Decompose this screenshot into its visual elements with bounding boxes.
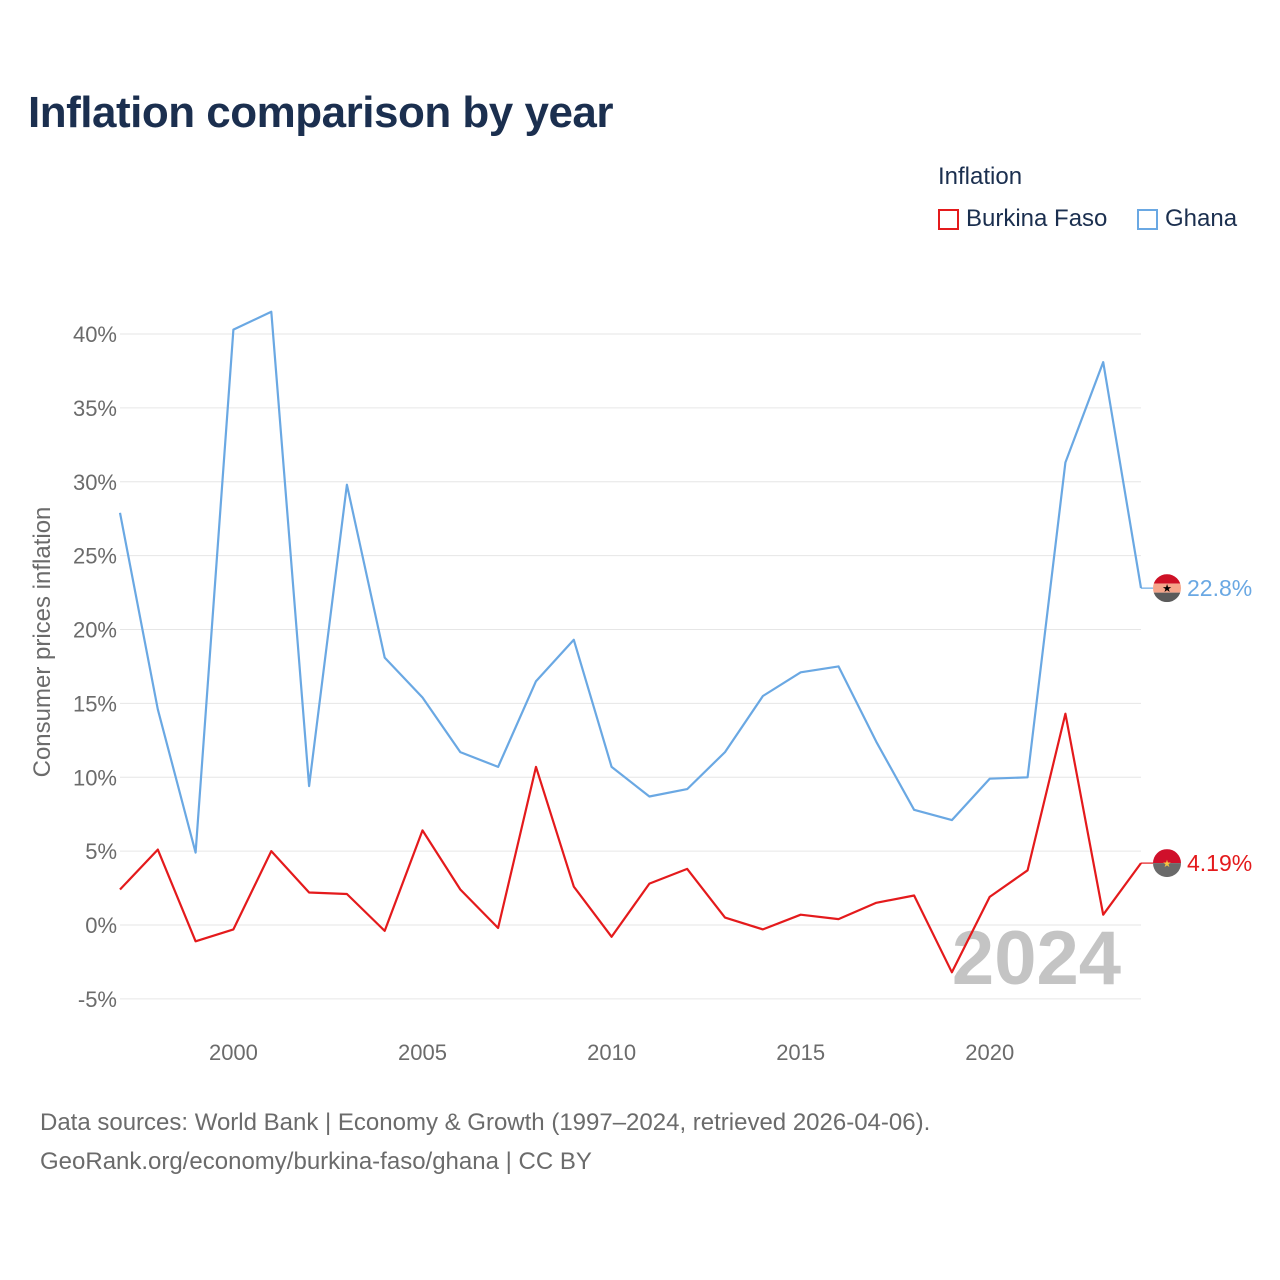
legend-title: Inflation [938,163,1023,190]
legend-label-burkina-faso: Burkina Faso [966,205,1108,232]
y-tick-label: 30% [73,470,117,495]
flag-marker-ghana: ★ [1153,574,1181,603]
end-label-ghana: 22.8% [1187,575,1252,601]
footer-link[interactable]: GeoRank.org/economy/burkina-faso/ghana |… [40,1148,592,1175]
star-icon: ★ [1162,583,1172,595]
grid-layer [120,333,1141,1000]
legend-swatch-ghana [1137,208,1158,230]
footer-source: Data sources: World Bank | Economy & Gro… [40,1109,931,1136]
y-tick-label: 15% [73,691,117,716]
x-tick-label: 2005 [398,1040,447,1065]
flag-marker-burkina-faso: ★ [1153,849,1181,878]
legend-item-ghana[interactable]: Ghana [1137,205,1237,233]
legend-item-burkina-faso[interactable]: Burkina Faso [938,205,1107,233]
legend-label-ghana: Ghana [1165,205,1238,232]
axis-layer: -5% 0% 5% 10% 15% 20% 25% 30% 35% 40% 2000 2005 2010… [29,322,1014,1065]
y-tick-label: 10% [73,765,117,790]
y-tick-label: 35% [73,396,117,421]
series-layer [118,310,1143,974]
x-tick-label: 2010 [587,1040,636,1065]
x-tick-label: 2020 [965,1040,1014,1065]
end-label-burkina-faso: 4.19% [1187,850,1252,876]
y-tick-label: 25% [73,544,117,569]
year-watermark-layer: 2024 [952,916,1121,1001]
x-tick-label: 2000 [209,1040,258,1065]
y-tick-label: -5% [78,987,117,1012]
chart-title: Inflation comparison by year [28,88,614,137]
y-tick-label: 5% [85,839,117,864]
series-line-ghana [118,310,1143,854]
y-tick-label: 20% [73,618,117,643]
y-tick-label: 40% [73,322,117,347]
star-icon: ★ [1163,859,1172,870]
x-tick-label: 2015 [776,1040,825,1065]
series-line-burkina-faso [119,712,1142,974]
end-marker-layer: ★ 4.19% ★ 22.8% [1141,574,1252,878]
year-watermark: 2024 [952,916,1121,1001]
legend-swatch-burkina-faso [938,208,959,230]
y-axis-label: Consumer prices inflation [29,507,56,778]
y-tick-label: 0% [85,913,117,938]
